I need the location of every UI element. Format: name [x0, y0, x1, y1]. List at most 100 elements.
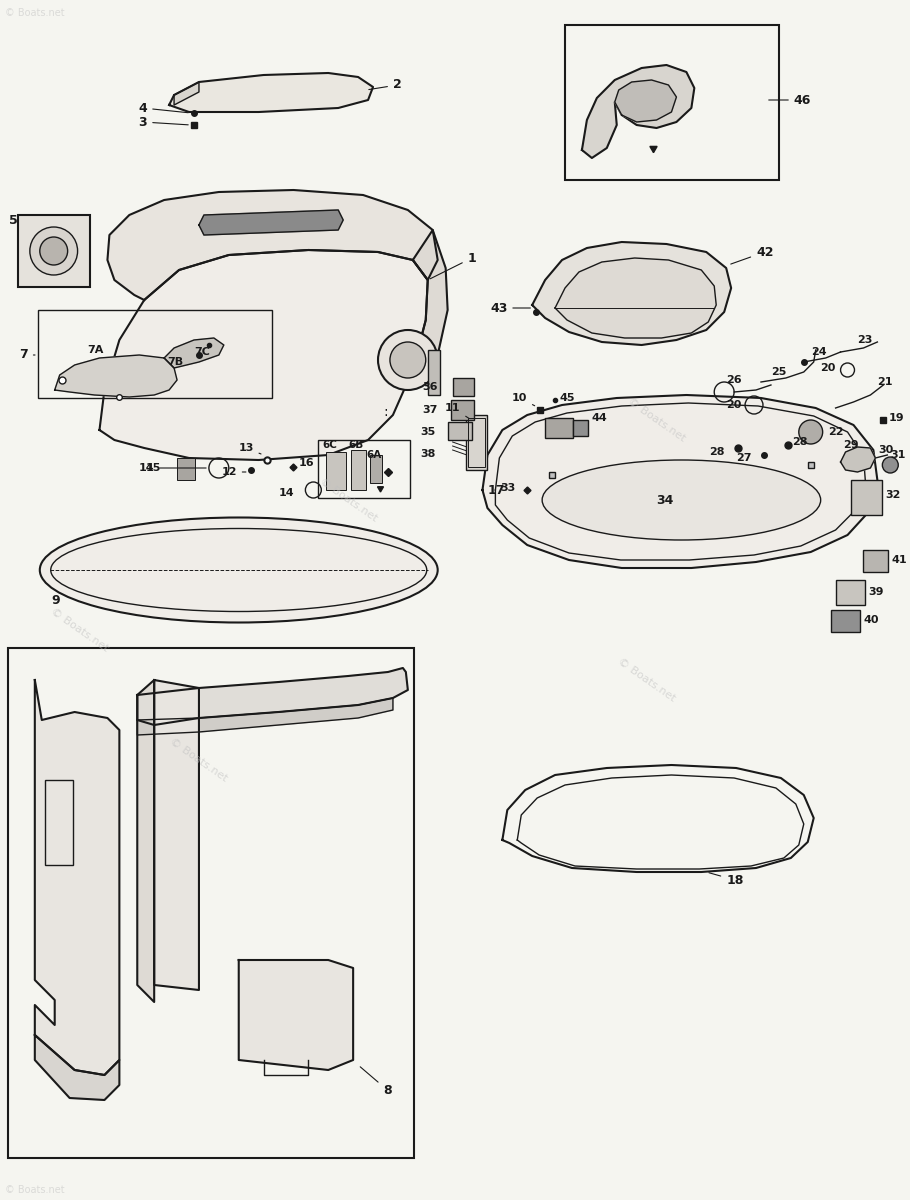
Text: 14: 14	[138, 463, 207, 473]
Bar	[327, 452, 346, 490]
Text: 20: 20	[820, 362, 835, 373]
Text: 42: 42	[731, 246, 774, 264]
Polygon shape	[164, 338, 224, 368]
Bar	[318, 440, 410, 498]
Polygon shape	[35, 1034, 119, 1100]
Bar	[831, 610, 861, 632]
Text: 28: 28	[792, 437, 807, 446]
Bar	[45, 780, 73, 865]
Text: 7A: 7A	[87, 346, 104, 355]
Text: 37: 37	[422, 404, 438, 415]
Circle shape	[378, 330, 438, 390]
Bar	[452, 378, 474, 396]
Text: 21: 21	[877, 377, 893, 386]
Polygon shape	[413, 230, 448, 370]
Text: 1: 1	[430, 252, 476, 278]
Circle shape	[40, 236, 67, 265]
Text: 11: 11	[445, 403, 470, 419]
Text: 30: 30	[878, 445, 894, 455]
Text: 13: 13	[238, 443, 261, 454]
Text: 35: 35	[420, 427, 436, 437]
Bar	[351, 450, 366, 490]
Bar	[573, 420, 588, 436]
Polygon shape	[841, 446, 875, 472]
Circle shape	[390, 342, 426, 378]
Polygon shape	[137, 698, 393, 734]
Text: 44: 44	[592, 413, 608, 422]
Circle shape	[799, 420, 823, 444]
Text: © Boats.net: © Boats.net	[49, 606, 110, 654]
Bar	[428, 350, 440, 395]
Bar	[18, 215, 89, 287]
Text: 45: 45	[559, 392, 574, 403]
Text: 7B: 7B	[167, 358, 183, 367]
Text: 17: 17	[488, 484, 505, 497]
Text: 6B: 6B	[349, 440, 363, 450]
Bar	[864, 550, 888, 572]
Text: 8: 8	[360, 1067, 391, 1097]
Text: 6A: 6A	[366, 450, 381, 460]
Text: 25: 25	[771, 367, 786, 377]
Ellipse shape	[40, 517, 438, 623]
Bar	[835, 580, 865, 605]
Text: 3: 3	[138, 115, 188, 128]
Text: :: :	[384, 404, 389, 419]
Bar	[370, 455, 382, 482]
Bar	[851, 480, 883, 515]
Polygon shape	[99, 250, 428, 460]
Text: 27: 27	[736, 452, 752, 463]
Polygon shape	[55, 355, 177, 397]
Polygon shape	[238, 960, 353, 1070]
Bar	[468, 418, 485, 467]
Text: 29: 29	[844, 440, 859, 450]
Polygon shape	[615, 80, 676, 122]
Text: 26: 26	[726, 374, 742, 385]
Bar	[8, 648, 414, 1158]
Text: 7C: 7C	[194, 347, 210, 358]
Text: © Boats.net: © Boats.net	[168, 737, 229, 784]
Bar	[38, 310, 271, 398]
Ellipse shape	[542, 460, 821, 540]
Bar	[450, 400, 474, 420]
Text: 12: 12	[221, 467, 246, 476]
Bar	[851, 480, 883, 515]
Text: 5: 5	[9, 214, 18, 227]
Text: 9: 9	[52, 594, 60, 606]
Text: 6C: 6C	[322, 440, 338, 450]
Text: 38: 38	[420, 449, 436, 458]
Text: 19: 19	[888, 413, 904, 422]
Text: 40: 40	[864, 614, 879, 625]
Text: 14: 14	[278, 488, 295, 498]
Bar	[466, 415, 488, 470]
Bar	[177, 458, 195, 480]
Circle shape	[883, 457, 898, 473]
Polygon shape	[154, 680, 199, 990]
Text: 16: 16	[298, 458, 314, 468]
Text: 28: 28	[709, 446, 724, 457]
Ellipse shape	[51, 528, 427, 612]
Text: 4: 4	[138, 102, 188, 114]
Text: 22: 22	[827, 427, 844, 437]
Text: © Boats.net: © Boats.net	[5, 8, 65, 18]
Text: © Boats.net: © Boats.net	[616, 656, 677, 703]
Polygon shape	[35, 680, 119, 1075]
Text: 41: 41	[891, 554, 907, 565]
Polygon shape	[555, 258, 716, 338]
Text: 36: 36	[422, 382, 438, 392]
Polygon shape	[107, 190, 438, 300]
Bar	[545, 418, 573, 438]
Text: 31: 31	[890, 450, 905, 460]
Text: 24: 24	[811, 347, 826, 358]
Polygon shape	[137, 680, 154, 1002]
Text: 43: 43	[490, 301, 531, 314]
Text: 18: 18	[709, 872, 743, 887]
Text: 39: 39	[868, 587, 884, 596]
Bar	[448, 422, 471, 440]
Text: © Boats.net: © Boats.net	[5, 1186, 65, 1195]
Text: 33: 33	[500, 482, 515, 493]
Polygon shape	[482, 395, 877, 568]
Text: 10: 10	[511, 392, 535, 406]
Text: 34: 34	[656, 493, 674, 506]
Polygon shape	[169, 73, 373, 112]
Text: 2: 2	[369, 78, 401, 91]
